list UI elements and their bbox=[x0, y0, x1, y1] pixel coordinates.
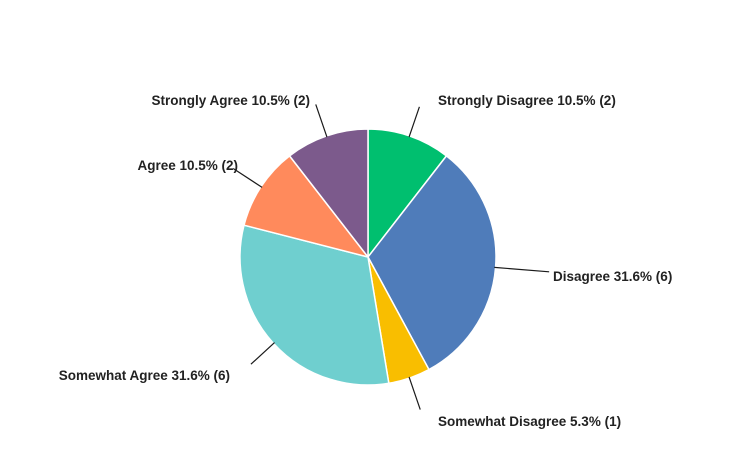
slice-label-somewhat-agree: Somewhat Agree 31.6% (6) bbox=[58, 368, 230, 383]
leader-line-strongly-agree bbox=[315, 104, 328, 138]
leader-line-strongly-disagree bbox=[408, 106, 420, 138]
slice-label-strongly-agree: Strongly Agree 10.5% (2) bbox=[151, 93, 310, 108]
leader-line-disagree bbox=[494, 266, 550, 273]
leader-line-agree bbox=[232, 167, 263, 188]
leader-line-somewhat-disagree bbox=[408, 376, 421, 410]
slice-label-disagree: Disagree 31.6% (6) bbox=[553, 269, 673, 284]
leader-line-somewhat-agree bbox=[250, 342, 275, 365]
slice-label-agree: Agree 10.5% (2) bbox=[137, 158, 238, 173]
slice-label-somewhat-disagree: Somewhat Disagree 5.3% (1) bbox=[438, 414, 622, 429]
slice-label-strongly-disagree: Strongly Disagree 10.5% (2) bbox=[438, 93, 616, 108]
